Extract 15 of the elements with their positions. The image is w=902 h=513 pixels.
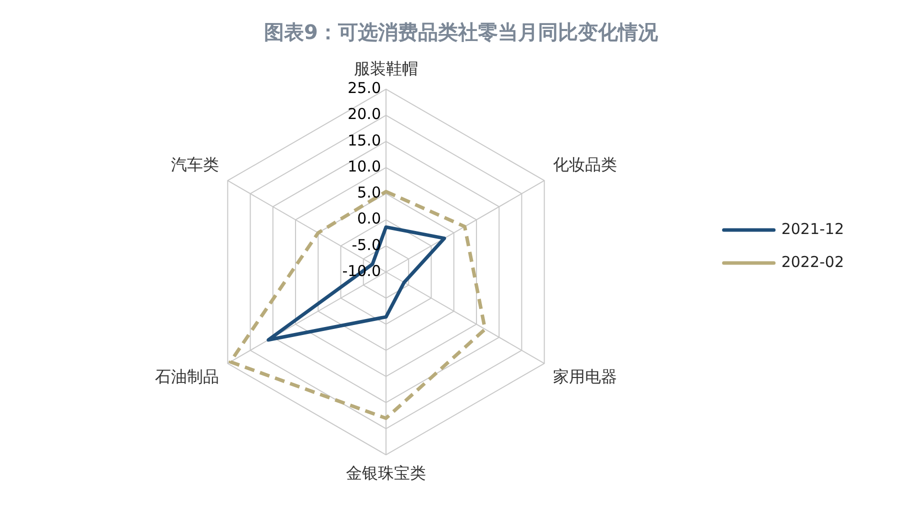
legend-label: 2021-12: [781, 220, 844, 238]
legend-label: 2022-02: [781, 252, 844, 271]
spoke-label: 服装鞋帽: [354, 58, 418, 78]
spoke-label: 汽车类: [171, 155, 220, 174]
y-tick-label: 25.0: [348, 79, 381, 98]
chart-title: 图表9：可选消费品类社零当月同比变化情况: [264, 20, 659, 44]
spoke-label: 金银珠宝类: [346, 464, 426, 483]
spoke-label: 石油制品: [155, 367, 220, 386]
y-tick-label: 15.0: [348, 131, 381, 150]
y-tick-label: 0.0: [357, 210, 381, 228]
spoke-label: 化妆品类: [552, 155, 617, 174]
y-tick-label: 5.0: [357, 184, 381, 202]
y-tick-label: 10.0: [348, 157, 381, 176]
spoke-label: 家用电器: [552, 367, 617, 386]
y-tick-label: 20.0: [348, 105, 381, 124]
